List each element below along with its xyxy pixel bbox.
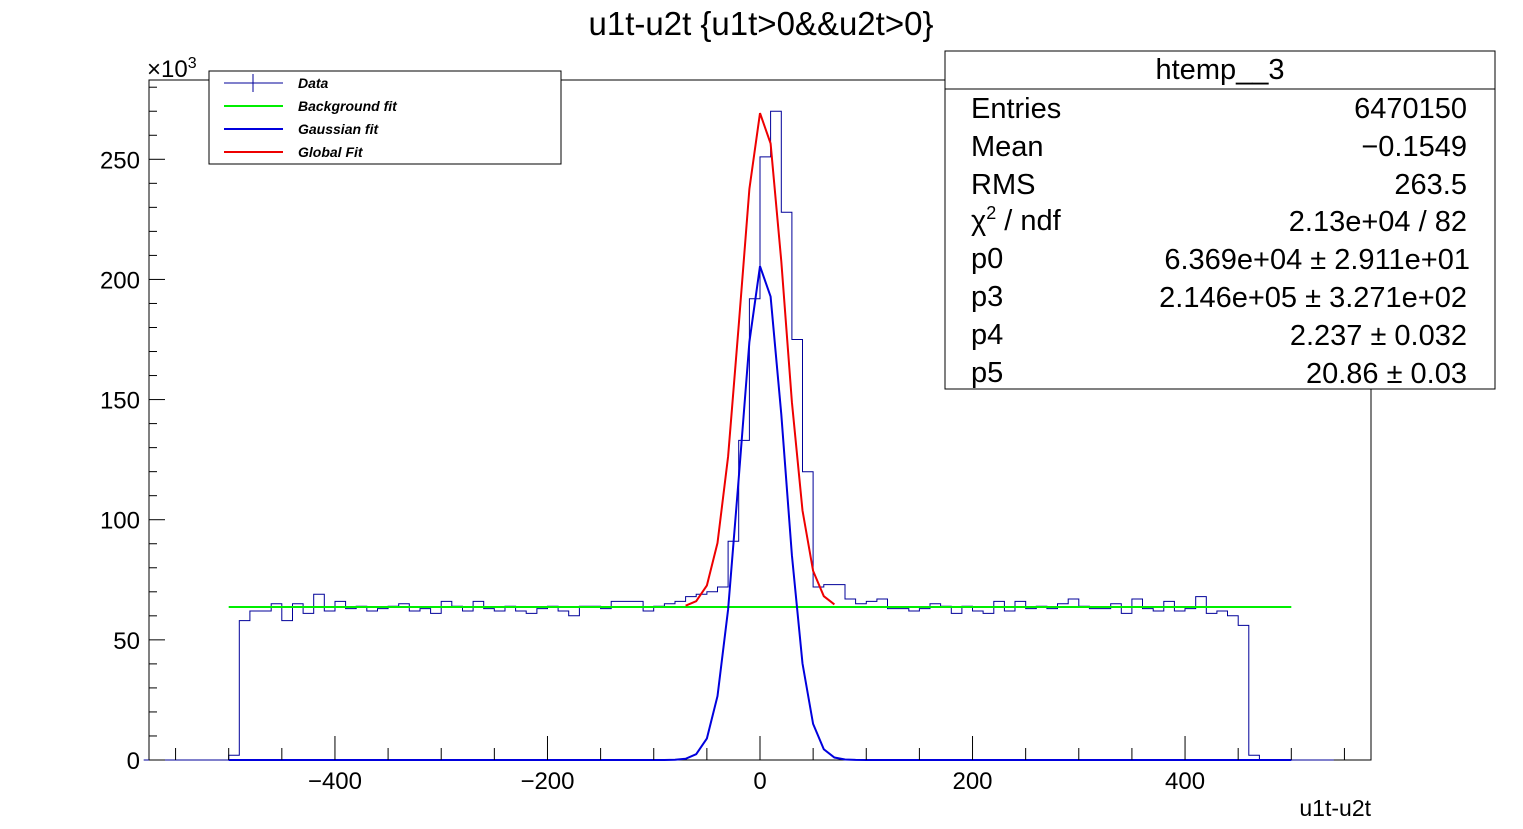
legend-label-data: Data xyxy=(298,75,329,91)
stats-box-frame xyxy=(944,50,1496,390)
stats-box-title: htemp__3 xyxy=(1156,54,1285,86)
y-tick-label: 50 xyxy=(113,628,140,655)
plot-curves xyxy=(143,110,1334,761)
x-axis-title: u1t-u2t xyxy=(1299,795,1371,821)
stats-label-chi: χ xyxy=(971,205,986,237)
stats-value-chi2-ndf: 2.13e+04 / 82 xyxy=(1289,206,1467,238)
y-tick-label: 150 xyxy=(100,388,140,415)
y-tick-label: 250 xyxy=(100,147,140,174)
stats-label-chi-sup: 2 xyxy=(986,203,996,223)
stats-label-p5: p5 xyxy=(971,357,1003,389)
global-fit-curve xyxy=(685,112,836,607)
y-multiplier: ×103 xyxy=(147,55,197,83)
x-tick-label: −200 xyxy=(520,768,574,795)
legend: Data Background fit Gaussian fit Global … xyxy=(208,70,562,165)
stats-label-ndf: / ndf xyxy=(996,205,1061,237)
stats-box: htemp__3 Entries 6470150 Mean −0.1549 RM… xyxy=(944,50,1496,390)
y-tick-label: 0 xyxy=(127,748,140,775)
stats-value-p4: 2.237 ± 0.032 xyxy=(1290,320,1467,352)
stats-label-rms: RMS xyxy=(971,169,1035,201)
stats-label-entries: Entries xyxy=(971,93,1061,125)
stats-value-p0: 6.369e+04 ± 2.911e+01 xyxy=(1164,244,1470,276)
stats-label-p0: p0 xyxy=(971,243,1003,275)
stats-label-p4: p4 xyxy=(971,319,1003,351)
legend-item-data: Data xyxy=(224,74,329,92)
chart-title: u1t-u2t {u1t>0&&u2t>0} xyxy=(589,5,934,42)
legend-box xyxy=(208,70,562,165)
legend-item-background-fit: Background fit xyxy=(224,98,398,114)
y-tick-label: 200 xyxy=(100,267,140,294)
y-tick-label: 100 xyxy=(100,508,140,535)
y-multiplier-base: ×10 xyxy=(147,56,188,83)
legend-label-background-fit: Background fit xyxy=(298,98,398,114)
stats-value-p5: 20.86 ± 0.03 xyxy=(1306,358,1467,390)
stats-value-p3: 2.146e+05 ± 3.271e+02 xyxy=(1159,282,1467,314)
x-tick-label: 400 xyxy=(1165,768,1205,795)
y-multiplier-exponent: 3 xyxy=(188,55,197,72)
stats-label-chi2-ndf: χ2 / ndf xyxy=(971,203,1062,237)
stats-value-rms: 263.5 xyxy=(1394,169,1467,201)
stats-value-mean: −0.1549 xyxy=(1361,131,1467,163)
x-tick-label: −400 xyxy=(308,768,362,795)
plot-axes: −400 −200 0 200 400 0 50 100 150 200 250 xyxy=(100,86,1345,795)
legend-label-global-fit: Global Fit xyxy=(298,144,364,160)
stats-label-p3: p3 xyxy=(971,281,1003,313)
legend-item-gaussian-fit: Gaussian fit xyxy=(224,121,379,137)
legend-item-global-fit: Global Fit xyxy=(224,144,364,160)
stats-label-mean: Mean xyxy=(971,131,1044,163)
data-histogram xyxy=(143,110,1334,761)
legend-label-gaussian-fit: Gaussian fit xyxy=(298,121,379,137)
stats-value-entries: 6470150 xyxy=(1354,93,1467,125)
x-tick-label: 0 xyxy=(753,768,766,795)
gaussian-fit-curve xyxy=(228,265,1292,761)
x-tick-label: 200 xyxy=(952,768,992,795)
